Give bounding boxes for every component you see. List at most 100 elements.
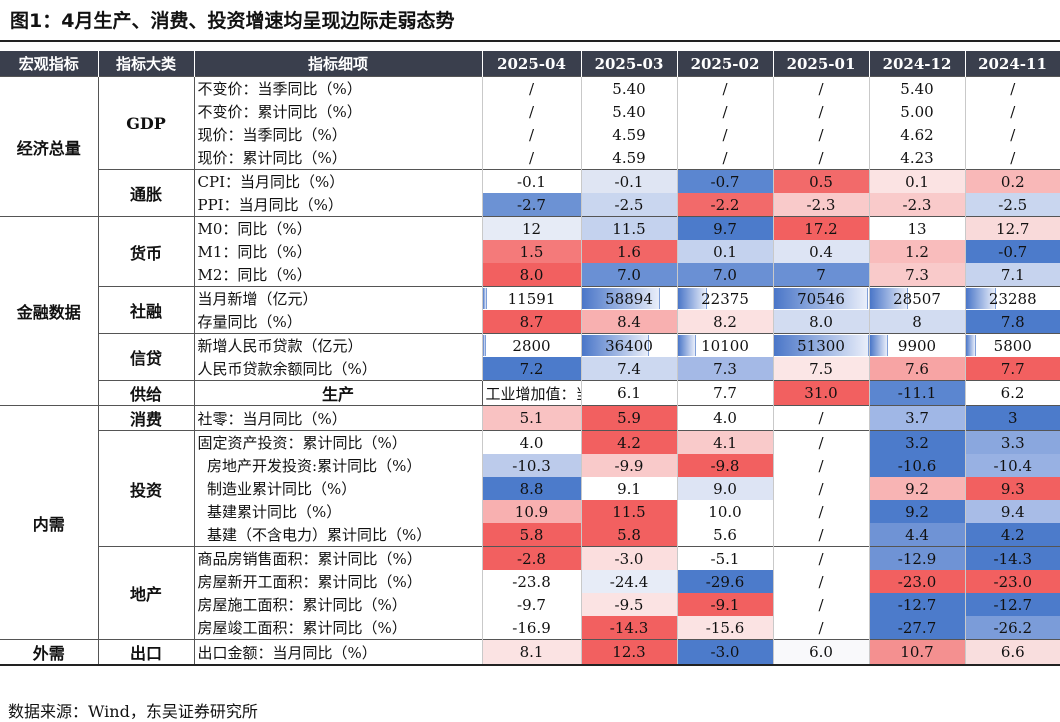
value-cell: 0.2 — [964, 169, 1060, 193]
header-category: 指标大类 — [98, 51, 195, 77]
data-bar — [483, 288, 488, 309]
value-cell: -16.9 — [481, 616, 581, 640]
value-cell: 6.6 — [964, 639, 1060, 666]
value-cell: 5.9 — [580, 405, 677, 431]
category-cell: 通胀 — [98, 169, 195, 217]
value-cell: -14.3 — [964, 546, 1060, 570]
header-row: 宏观指标 指标大类 指标细项 2025-04 2025-03 2025-02 2… — [0, 51, 1060, 77]
value-text: 5800 — [993, 336, 1032, 355]
value-cell: 8 — [868, 310, 965, 334]
value-cell: -10.4 — [964, 454, 1060, 477]
value-cell: 7.1 — [964, 263, 1060, 287]
category-cell: 出口 — [98, 639, 195, 666]
value-cell: 11.5 — [580, 500, 677, 523]
value-cell: / — [772, 454, 869, 477]
value-cell: 4.0 — [676, 405, 773, 431]
header-2025-01: 2025-01 — [773, 51, 870, 77]
value-cell: 7.7 — [964, 357, 1060, 381]
value-cell: 3.7 — [868, 405, 965, 431]
value-cell: 5800 — [964, 333, 1060, 357]
value-cell: 31.0 — [772, 380, 869, 406]
value-cell: 36400 — [580, 333, 677, 357]
value-cell: 5.40 — [580, 100, 677, 123]
detail-cell: 存量同比（%） — [197, 313, 302, 331]
value-cell: 70546 — [772, 286, 869, 310]
value-cell: / — [772, 123, 869, 146]
value-cell: 10.0 — [676, 500, 773, 523]
table-row: 制造业累计同比（%） 8.8 9.1 9.0/9.2 9.3 — [0, 477, 1060, 500]
table-row: 社融 当月新增（亿元） 11591 58894 22375 70546 28507 23288 — [0, 286, 1060, 334]
table-row: 房屋新开工面积：累计同比（%） -23.8 -24.4 -29.6/-23.0 -23.… — [0, 570, 1060, 593]
value-cell: 7.3 — [676, 357, 773, 381]
value-cell: 7.4 — [580, 357, 677, 381]
macro-group-cell: 内需 — [0, 405, 99, 640]
value-cell: 23288 — [964, 286, 1060, 310]
detail-cell: 新增人民币贷款（亿元） — [194, 333, 482, 357]
value-cell: -2.2 — [676, 193, 773, 217]
value-cell: 9.2 — [868, 500, 965, 523]
value-cell: -9.1 — [676, 593, 773, 616]
detail-cell: 房屋新开工面积：累计同比（%） — [197, 573, 422, 591]
category-cell: GDP — [98, 76, 195, 170]
value-cell: -0.1 — [580, 169, 677, 193]
value-cell: / — [481, 146, 581, 170]
value-cell: 13 — [868, 216, 965, 240]
data-bar — [870, 335, 888, 356]
table-row: M1：同比（%） 1.5 1.6 0.1 0.4 1.2 -0.7 — [0, 240, 1060, 263]
value-cell: 8.1 — [481, 639, 581, 666]
macro-group-cell: 供给 — [98, 380, 195, 406]
table-row: 存量同比（%） 8.7 8.4 8.2 8.0 8 7.8 — [0, 310, 1060, 334]
value-text: 9900 — [897, 336, 937, 355]
value-cell: 4.2 — [580, 430, 677, 454]
table-row: 基建（不含电力）累计同比（%） 5.8 5.8 5.6/4.4 4.2 — [0, 523, 1060, 547]
value-cell: 7.3 — [868, 263, 965, 287]
data-bar — [678, 288, 707, 309]
header-2025-04: 2025-04 — [482, 51, 582, 77]
value-cell: 5.8 — [481, 523, 581, 547]
value-cell: 0.1 — [868, 169, 965, 193]
value-text: 28507 — [893, 289, 941, 308]
value-cell: -27.7 — [868, 616, 965, 640]
value-cell: -0.7 — [964, 240, 1060, 263]
data-bar — [582, 335, 649, 356]
value-cell: -10.3 — [481, 454, 581, 477]
data-bar — [678, 335, 696, 356]
value-cell: / — [772, 76, 869, 100]
table-row: PPI：当月同比（%） -2.7 -2.5 -2.2 -2.3 -2.3 -2.5 — [0, 193, 1060, 217]
value-cell: 8.8 — [481, 477, 581, 500]
value-cell: / — [772, 500, 869, 523]
category-cell: 地产 — [98, 546, 195, 640]
detail-cell: 房屋竣工面积：累计同比（%） — [197, 619, 407, 637]
detail-cell: 工业增加值：当月同比（%） — [482, 380, 581, 406]
value-cell: / — [772, 593, 869, 616]
value-cell: 11591 — [481, 286, 581, 310]
value-cell: -12.9 — [868, 546, 965, 570]
value-cell: 9.0 — [676, 477, 773, 500]
table-row: 内需 消费 社零：当月同比（%） 5.1 5.9 4.0/3.7 3 — [0, 405, 1060, 640]
value-cell: -10.6 — [868, 454, 965, 477]
value-cell: 7.7 — [676, 380, 773, 406]
value-cell: -0.7 — [676, 169, 773, 193]
table-row: 人民币贷款余额同比（%） 7.2 7.4 7.3 7.5 7.6 7.7 — [0, 357, 1060, 381]
table-row: 通胀 CPI：当月同比（%） -0.1 -0.1 -0.7 0.5 0.1 0.2 — [0, 169, 1060, 217]
category-cell: 货币 — [98, 216, 195, 287]
value-cell: 12 — [481, 216, 581, 240]
value-cell: 4.4 — [868, 523, 965, 547]
detail-cell: 房屋施工面积：累计同比（%） — [197, 596, 407, 614]
value-cell: -5.1 — [676, 546, 773, 570]
value-cell: 10100 — [676, 333, 773, 357]
table-row: 金融数据 货币 M0：同比（%） 12 11.5 9.7 17.2 13 12.7 — [0, 216, 1060, 406]
value-cell: 58894 — [580, 286, 677, 310]
value-cell: 8.2 — [676, 310, 773, 334]
value-cell: -9.5 — [580, 593, 677, 616]
value-cell: / — [676, 100, 773, 123]
value-cell: 17.2 — [772, 216, 869, 240]
value-cell: / — [676, 123, 773, 146]
value-cell: -11.1 — [868, 380, 965, 406]
value-cell: 8.7 — [481, 310, 581, 334]
value-cell: / — [964, 76, 1060, 100]
table-row: 现价：当季同比（%）/4.59//4.62/ — [0, 123, 1060, 146]
value-cell: 4.62 — [868, 123, 965, 146]
value-cell: 11.5 — [580, 216, 677, 240]
